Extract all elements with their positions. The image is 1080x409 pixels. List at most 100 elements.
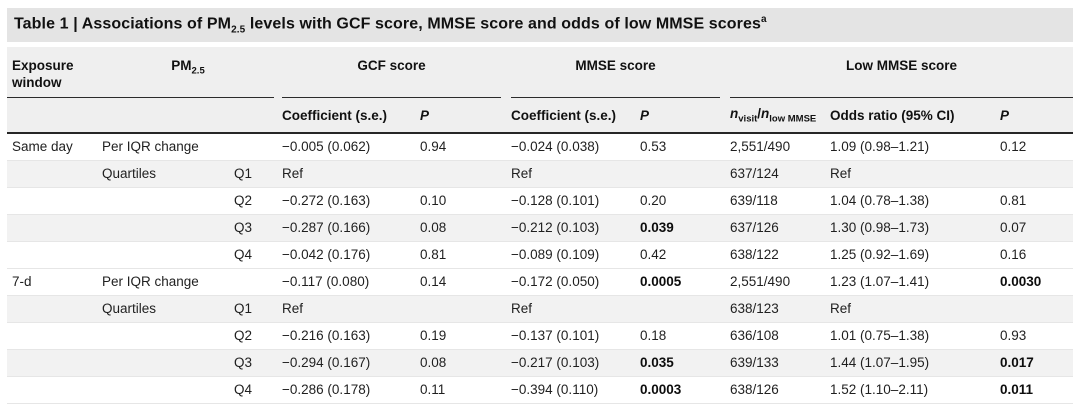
- table-cell: Per IQR change: [102, 274, 199, 289]
- table-cell: [102, 349, 234, 376]
- table-title: Table 1 | Associations of PM2.5 levels w…: [7, 8, 1073, 42]
- col-header-exposure-window: Exposure window: [12, 58, 74, 90]
- table-cell: 0.011: [1000, 382, 1034, 397]
- table-cell: [7, 214, 102, 241]
- table-row: Quartiles Q1 Ref Ref 637/124 Ref: [7, 160, 1074, 187]
- table-cell: −0.212 (0.103): [511, 220, 600, 235]
- table-row: Q3 −0.294 (0.167) 0.08 −0.217 (0.103) 0.035 6…: [7, 349, 1074, 376]
- table-cell: Ref: [511, 301, 533, 316]
- table-cell: Quartiles: [102, 301, 157, 316]
- table-cell: −0.286 (0.178): [282, 382, 371, 397]
- col-header-exposure-pm: Exposure window PM2.5: [7, 47, 282, 98]
- table-header: Exposure window PM2.5 GCF score MMSE sco…: [7, 47, 1074, 134]
- table-cell: 0.16: [1000, 247, 1027, 262]
- table-cell: 639/133: [730, 355, 779, 370]
- table-cell: 638/123: [730, 301, 779, 316]
- table-row: 7-d Per IQR change −0.117 (0.080) 0.14 −0.17…: [7, 268, 1074, 295]
- table-cell: −0.394 (0.110): [511, 382, 599, 397]
- table-cell: [7, 349, 102, 376]
- table-cell: Quartiles: [102, 166, 157, 181]
- table-cell: [234, 133, 282, 160]
- table-cell: 2,551/490: [730, 139, 791, 155]
- table-cell: Q2: [234, 328, 253, 343]
- table-cell: 639/118: [730, 193, 778, 208]
- table-cell: Ref: [282, 166, 304, 181]
- table-cell: −0.272 (0.163): [282, 193, 371, 208]
- table-row: Same day Per IQR change −0.005 (0.062) 0.94…: [7, 133, 1073, 160]
- table-cell: [102, 376, 234, 403]
- table-cell: −0.117 (0.080): [282, 274, 370, 289]
- table-cell: 0.18: [640, 328, 667, 343]
- table-cell: [640, 160, 730, 187]
- table-cell: [7, 187, 102, 214]
- table-cell: 0.07: [1000, 220, 1027, 235]
- table-cell: [420, 160, 511, 187]
- table-cell: 1.23 (1.07–1.41): [830, 274, 930, 289]
- table-cell: [1000, 295, 1073, 322]
- col-header-low-mmse-p: P: [1000, 98, 1074, 134]
- table-cell: 638/122: [730, 247, 779, 262]
- table-cell: −0.172 (0.050): [511, 274, 600, 289]
- table-cell: −0.216 (0.163): [282, 328, 371, 343]
- table-cell: Ref: [511, 166, 533, 181]
- table-cell: 2,551/490: [730, 274, 791, 289]
- table-cell: [234, 268, 282, 295]
- table-cell: Ref: [830, 166, 852, 181]
- table-cell: 0.0005: [640, 274, 682, 289]
- sub-header-row: Coefficient (s.e.) P Coefficient (s.e.) …: [7, 98, 1074, 134]
- table-cell: [420, 295, 511, 322]
- table-cell: Per IQR change: [102, 139, 199, 155]
- table-cell: 0.08: [420, 220, 447, 235]
- table-cell: Ref: [830, 301, 852, 316]
- table-cell: 638/126: [730, 382, 779, 397]
- group-header-low-mmse-score: Low MMSE score: [730, 47, 1074, 98]
- table-cell: [1000, 160, 1073, 187]
- table-cell: −0.089 (0.109): [511, 247, 600, 262]
- table-cell: 0.11: [420, 382, 446, 397]
- table-cell: [640, 295, 730, 322]
- results-table: Exposure window PM2.5 GCF score MMSE sco…: [7, 47, 1074, 404]
- col-header-odds-ratio: Odds ratio (95% CI): [830, 98, 1001, 134]
- table-cell: 637/124: [730, 166, 779, 181]
- table-row: Q4 −0.286 (0.178) 0.11 −0.394 (0.110) 0.0003…: [7, 376, 1074, 403]
- table-cell: 0.42: [640, 247, 667, 262]
- table-cell: 636/108: [730, 328, 779, 343]
- col-header-n-visit-n-low-mmse: nvisit/nlow MMSE: [730, 98, 831, 134]
- table-cell: 1.04 (0.78–1.38): [830, 193, 930, 208]
- table-cell: [7, 241, 102, 268]
- table-cell: 0.81: [420, 247, 447, 262]
- col-header-mmse-coefficient: Coefficient (s.e.): [511, 98, 641, 134]
- table-cell: 1.52 (1.10–2.11): [830, 382, 929, 397]
- col-header-mmse-p: P: [640, 98, 731, 134]
- table-cell: [102, 322, 234, 349]
- col-header-pm25: PM2.5: [171, 58, 205, 77]
- table-cell: Q3: [234, 220, 253, 235]
- footnote-marker: a: [760, 14, 767, 26]
- group-header-gcf-score: GCF score: [282, 47, 511, 98]
- table-title-text: Table 1 | Associations of PM2.5 levels w…: [14, 14, 767, 36]
- table-cell: Q4: [234, 247, 253, 262]
- group-header-row: Exposure window PM2.5 GCF score MMSE sco…: [7, 47, 1074, 98]
- table-cell: [102, 187, 234, 214]
- table-cell: 0.017: [1000, 355, 1034, 370]
- table-cell: 0.0030: [1000, 274, 1042, 289]
- group-header-mmse-score: MMSE score: [511, 47, 730, 98]
- table-cell: 637/126: [730, 220, 779, 235]
- table-cell: 0.19: [420, 328, 447, 343]
- table-cell: [7, 160, 102, 187]
- table-cell: −0.137 (0.101): [511, 328, 600, 343]
- table-row: Q3 −0.287 (0.166) 0.08 −0.212 (0.103) 0.039 6…: [7, 214, 1074, 241]
- table-cell: 0.53: [640, 139, 667, 155]
- table-cell: 0.14: [420, 274, 447, 289]
- table-cell: 1.01 (0.75–1.38): [830, 328, 930, 343]
- table-cell: Q4: [234, 382, 253, 397]
- table-cell: 0.035: [640, 355, 674, 370]
- col-header-gcf-coefficient: Coefficient (s.e.): [282, 98, 421, 134]
- table-cell: 1.30 (0.98–1.73): [830, 220, 930, 235]
- table-row: Q4 −0.042 (0.176) 0.81 −0.089 (0.109) 0.42 63…: [7, 241, 1074, 268]
- table-cell: [102, 214, 234, 241]
- sub-header-spacer: [7, 98, 283, 134]
- table-cell: 1.25 (0.92–1.69): [830, 247, 930, 262]
- table-cell: 0.039: [640, 220, 674, 235]
